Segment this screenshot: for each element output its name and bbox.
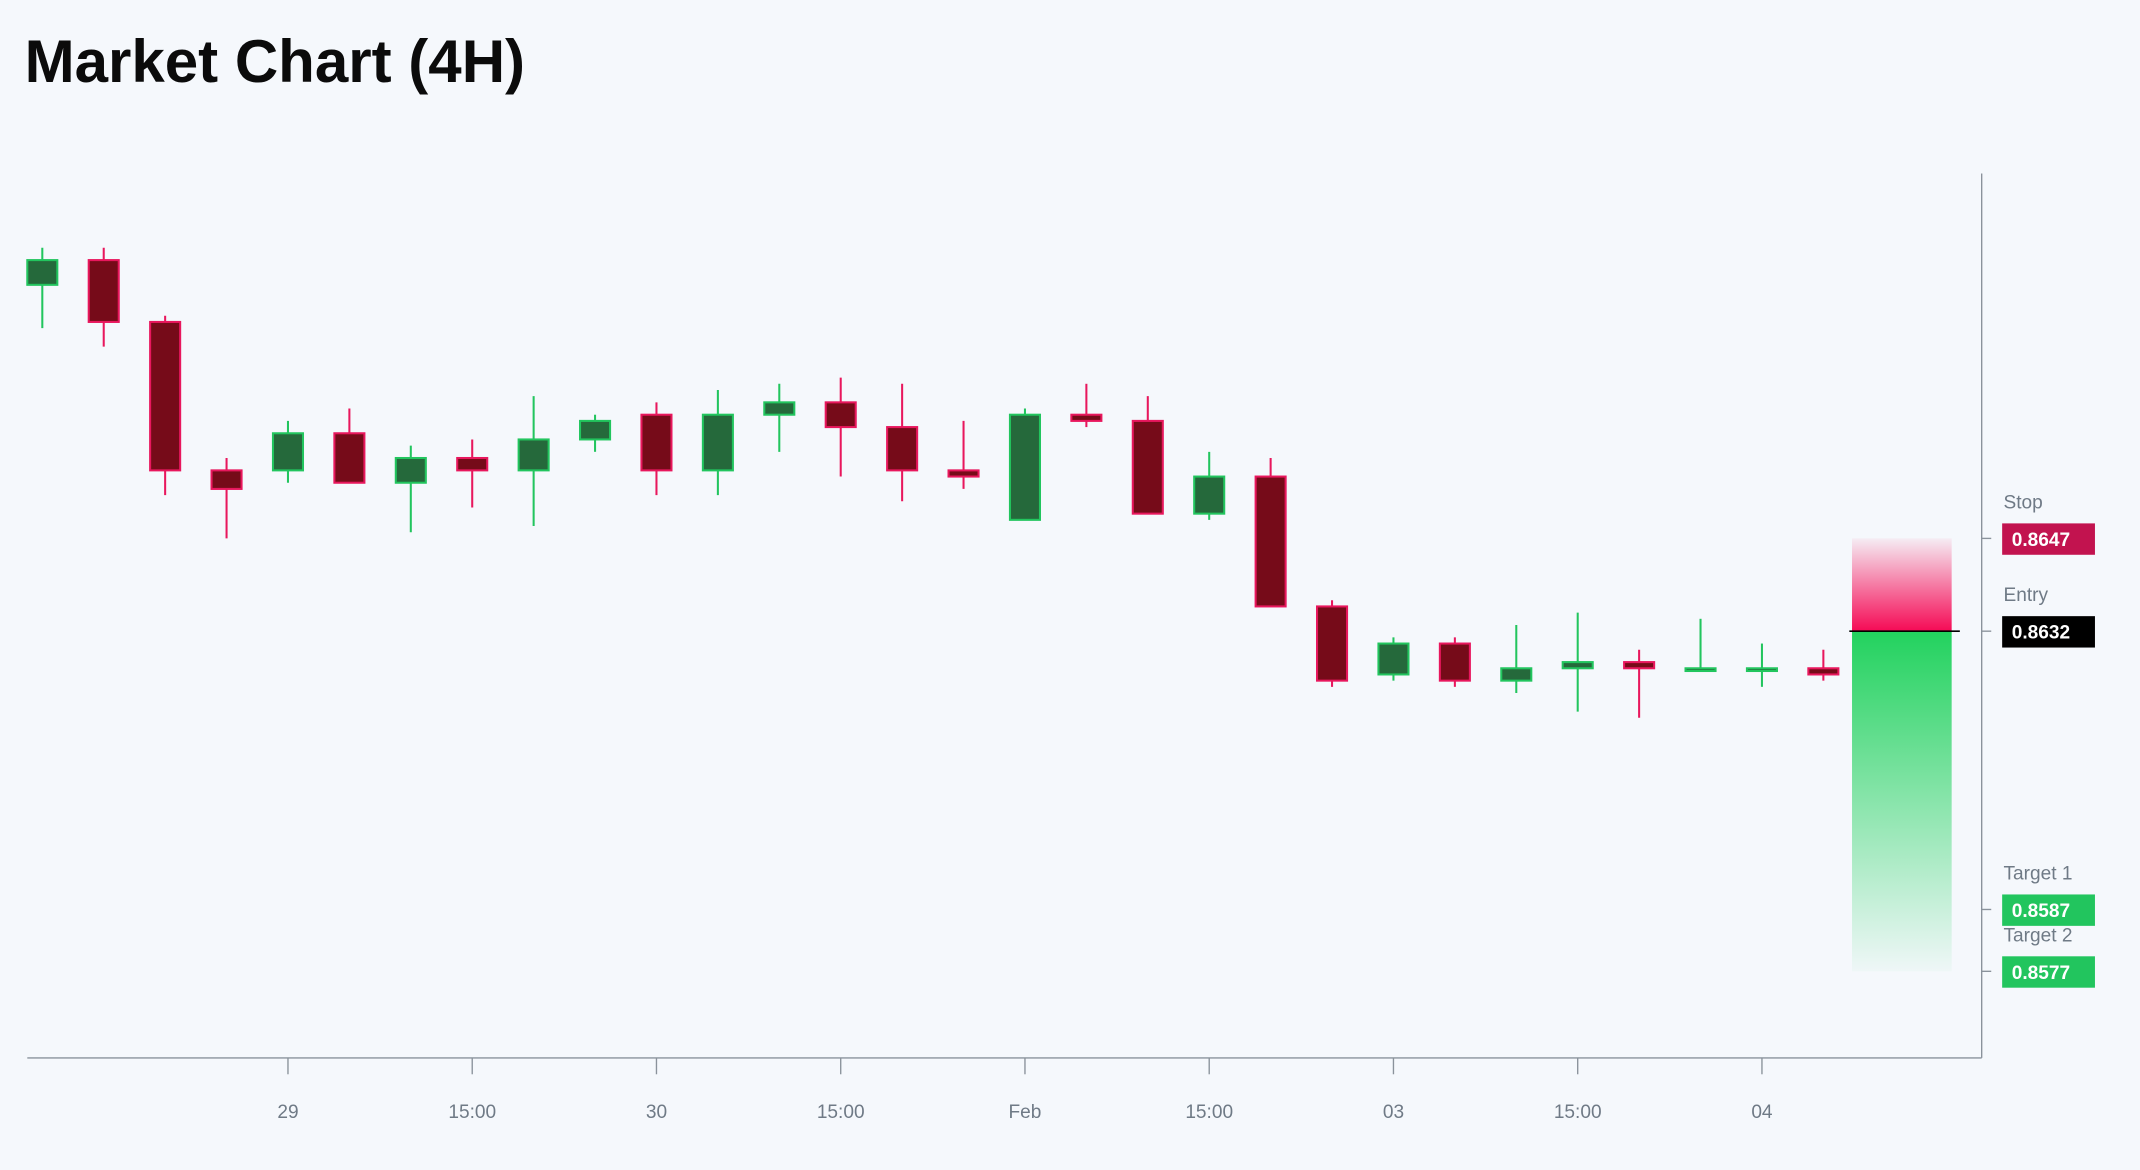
candle-body bbox=[333, 432, 366, 484]
candle-body bbox=[640, 413, 673, 472]
candle-body bbox=[886, 426, 919, 472]
candle-body bbox=[1561, 661, 1594, 670]
candle-body bbox=[579, 419, 612, 441]
candle-body bbox=[1438, 642, 1471, 682]
x-tick-label: 04 bbox=[1751, 1102, 1773, 1123]
candle-body bbox=[763, 401, 796, 416]
level-value: 0.8632 bbox=[2012, 623, 2070, 644]
candle-body bbox=[1131, 419, 1164, 515]
x-tick-label: 15:00 bbox=[448, 1102, 496, 1123]
stop-zone bbox=[1852, 538, 1952, 632]
x-tick-label: 15:00 bbox=[1554, 1102, 1602, 1123]
x-tick-label: Feb bbox=[1009, 1102, 1042, 1123]
level-name: Entry bbox=[2004, 585, 2049, 606]
x-tick-label: 29 bbox=[277, 1102, 298, 1123]
candle-body bbox=[1254, 475, 1287, 608]
candle-body bbox=[456, 456, 489, 472]
candle-body bbox=[1745, 667, 1778, 673]
level-box bbox=[2002, 616, 2095, 648]
x-tick-label: 15:00 bbox=[1185, 1102, 1233, 1123]
candle-body bbox=[1807, 667, 1840, 676]
candle-body bbox=[210, 469, 243, 490]
candle-body bbox=[149, 320, 182, 472]
candle-body bbox=[1377, 642, 1410, 676]
candle-body bbox=[1684, 667, 1717, 673]
target-zone bbox=[1852, 631, 1952, 972]
x-tick-label: 30 bbox=[646, 1102, 667, 1123]
candle-body bbox=[271, 432, 305, 472]
candle-body bbox=[1623, 661, 1656, 670]
level-value: 0.8647 bbox=[2012, 530, 2070, 551]
x-tick-label: 03 bbox=[1383, 1102, 1404, 1123]
candle-body bbox=[947, 469, 980, 478]
level-name: Target 1 bbox=[2004, 863, 2073, 884]
candle-body bbox=[1193, 475, 1226, 515]
candle-body bbox=[26, 259, 59, 286]
level-box bbox=[2002, 956, 2095, 988]
candle-body bbox=[517, 438, 550, 472]
level-value: 0.8587 bbox=[2012, 901, 2070, 922]
candle-body bbox=[394, 456, 427, 484]
candle-body bbox=[1500, 667, 1533, 682]
candle-body bbox=[1008, 413, 1041, 521]
candle-body bbox=[1070, 413, 1103, 422]
level-box bbox=[2002, 523, 2095, 555]
candle-body bbox=[701, 413, 734, 472]
candle-body bbox=[824, 401, 857, 429]
candle-body bbox=[87, 259, 120, 323]
level-name: Target 2 bbox=[2004, 925, 2073, 946]
candle-body bbox=[1316, 605, 1349, 682]
level-box bbox=[2002, 894, 2095, 926]
level-value: 0.8577 bbox=[2012, 963, 2070, 984]
x-tick-label: 15:00 bbox=[817, 1102, 865, 1123]
chart-title: Market Chart (4H) bbox=[25, 28, 526, 95]
level-name: Stop bbox=[2004, 492, 2043, 513]
